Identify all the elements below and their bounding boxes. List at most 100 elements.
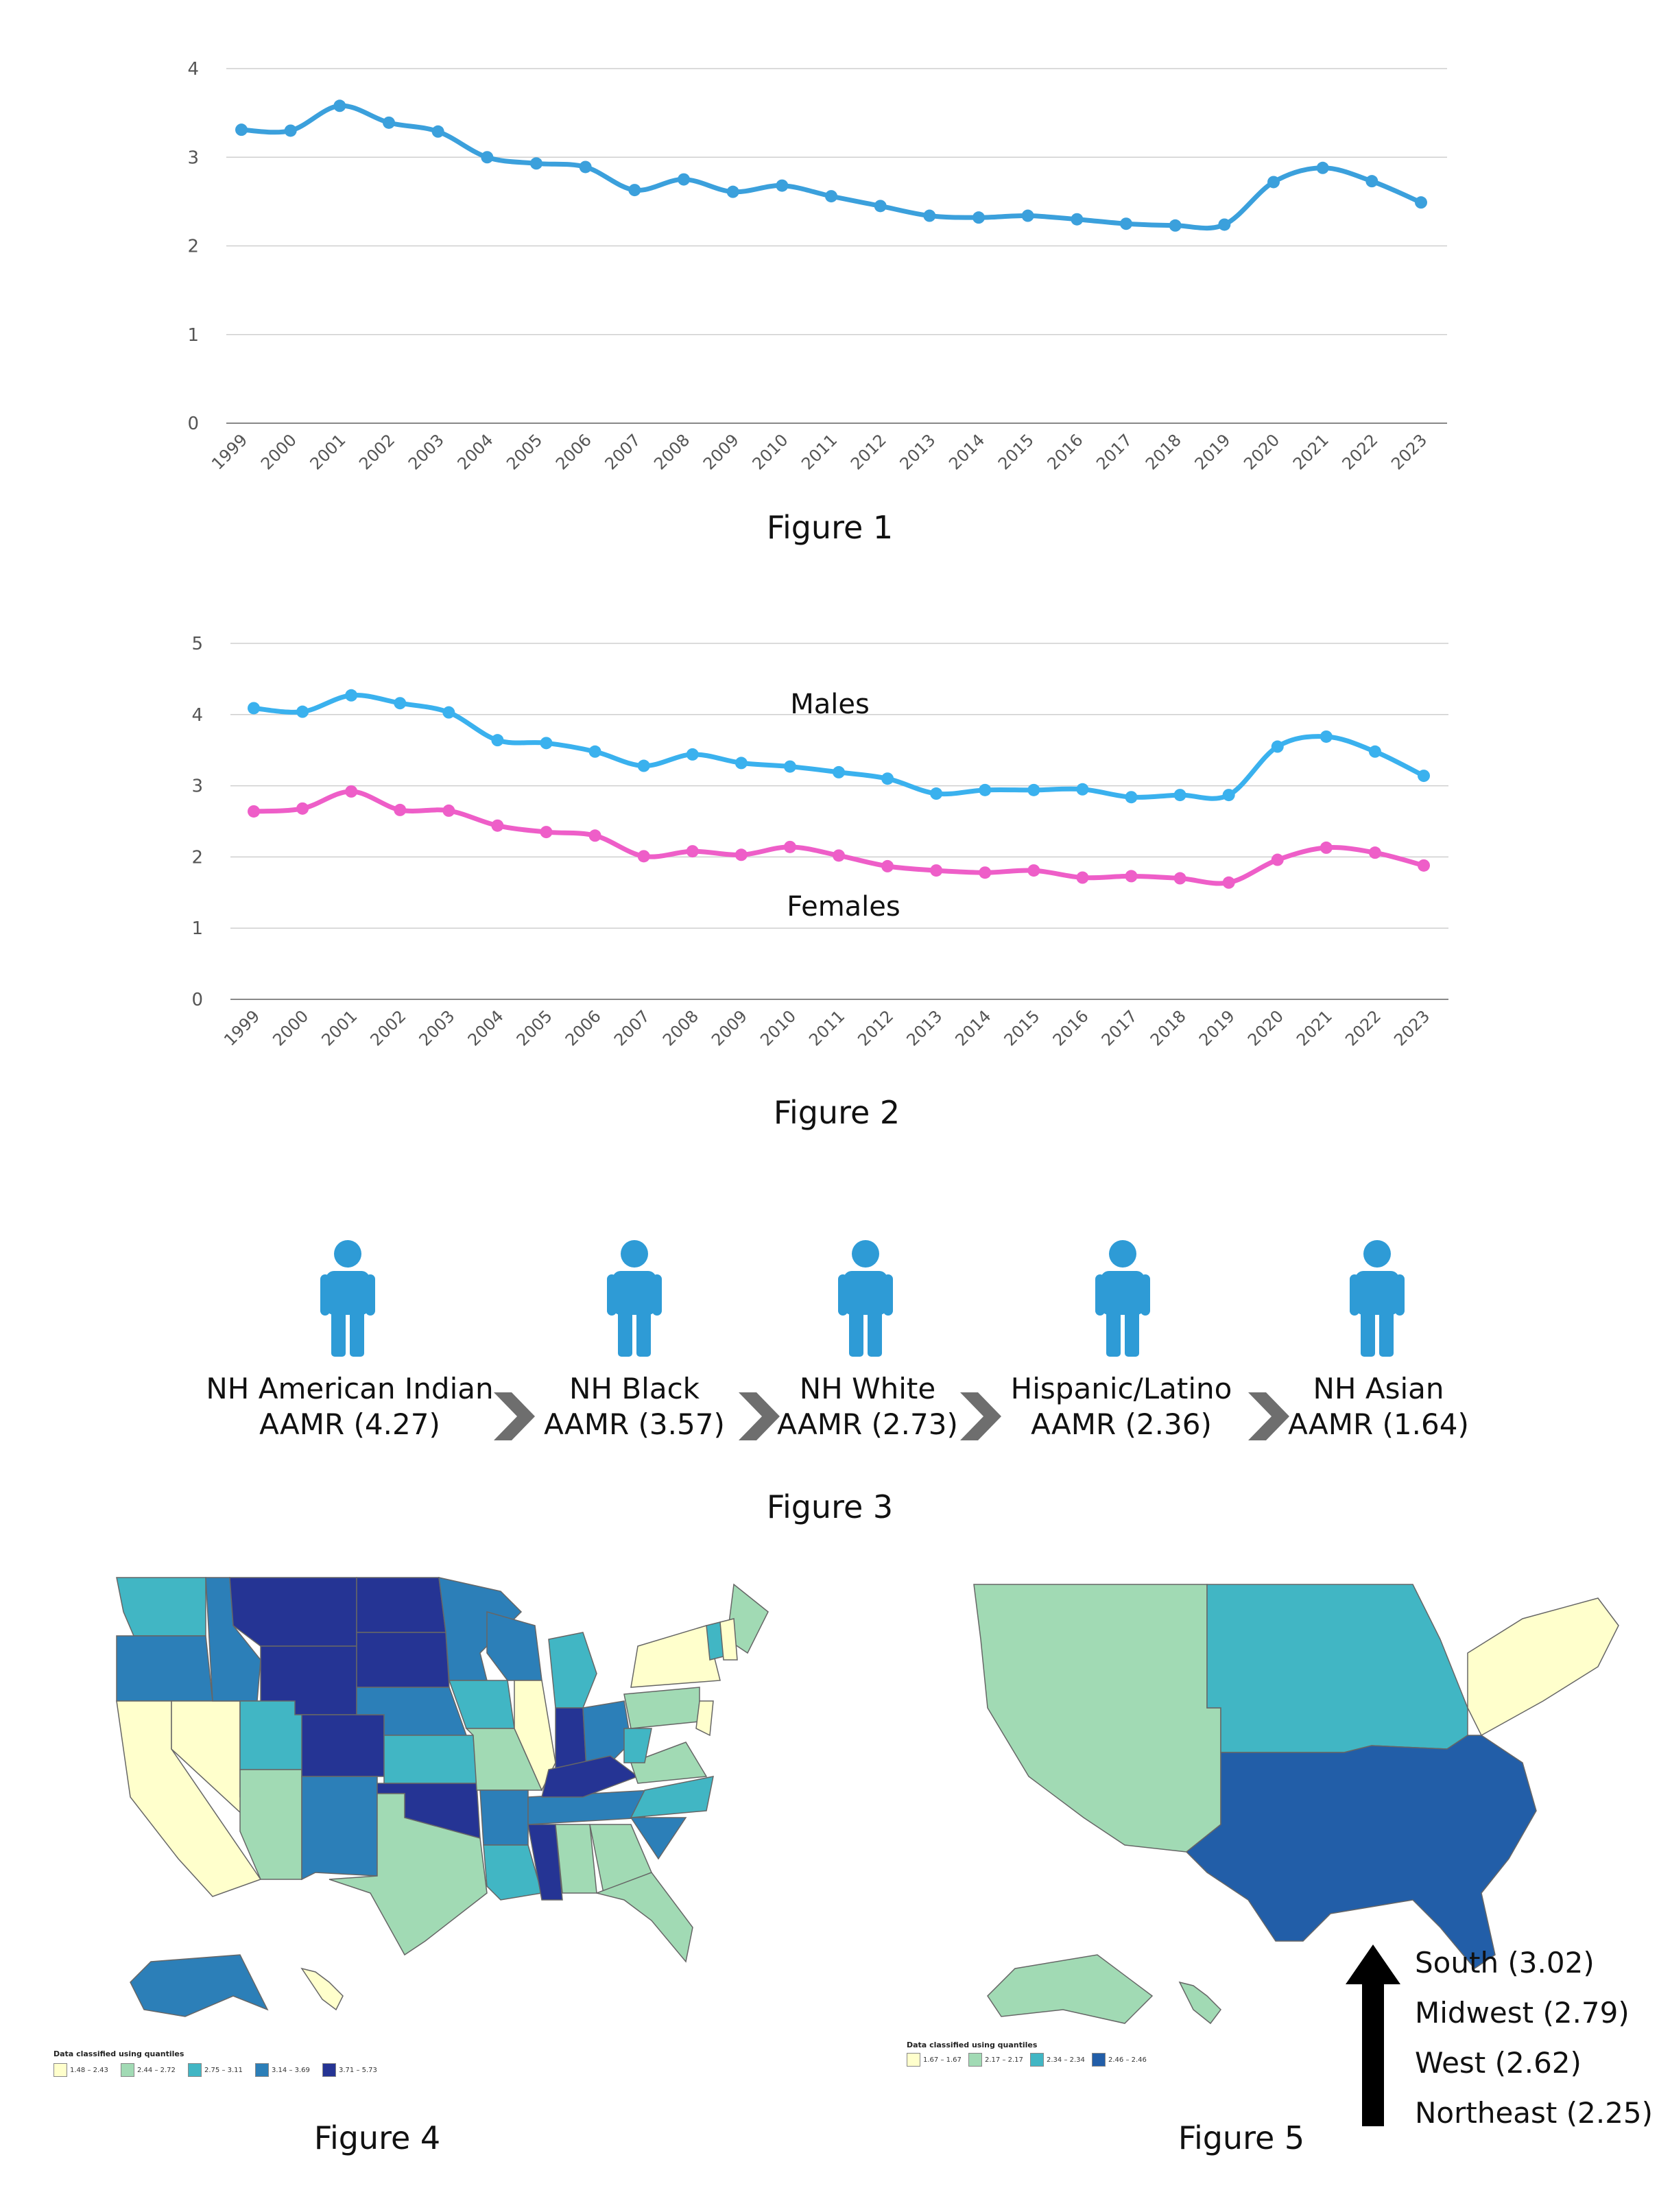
legend-label: 3.71 – 5.73	[339, 2066, 377, 2074]
data-point	[735, 848, 748, 861]
region-northeast	[1467, 1597, 1619, 1737]
chevron-right-icon	[494, 1392, 535, 1440]
state-oregon	[116, 1635, 213, 1702]
state-west-virginia	[623, 1728, 652, 1763]
data-point	[881, 772, 894, 785]
figure-2-caption: Figure 2	[773, 1094, 900, 1131]
data-point	[1320, 841, 1333, 854]
data-point	[735, 757, 748, 770]
state-arizona	[239, 1769, 302, 1880]
group-name: Hispanic/Latino	[1010, 1372, 1232, 1405]
data-point	[979, 866, 992, 879]
person-icon	[1350, 1240, 1405, 1357]
data-point	[1418, 770, 1430, 783]
person-icon	[320, 1240, 375, 1357]
data-point	[1125, 791, 1138, 804]
x-tick-label: 2002	[367, 1006, 410, 1049]
state-alaska	[130, 1954, 269, 2017]
data-point	[442, 706, 455, 719]
region-west	[973, 1584, 1221, 1853]
state-new-jersey	[695, 1700, 714, 1737]
x-tick-label: 2001	[318, 1006, 361, 1049]
data-point	[678, 173, 690, 186]
state-alabama	[555, 1824, 597, 1894]
data-point	[442, 804, 455, 817]
x-tick-label: 2015	[994, 430, 1038, 473]
x-tick-label: 2023	[1390, 1006, 1433, 1049]
y-tick-label: 4	[187, 59, 199, 80]
data-point	[394, 803, 407, 816]
y-tick-label: 2	[191, 847, 203, 868]
group-label: NH American Indian AAMR (4.27)	[178, 1371, 521, 1442]
state-michigan	[548, 1632, 597, 1709]
data-point	[833, 765, 845, 778]
data-point	[923, 209, 936, 222]
x-tick-label: 2015	[1001, 1006, 1044, 1049]
y-tick-label: 2	[187, 237, 199, 257]
data-point	[383, 116, 395, 129]
group-name: NH Black	[569, 1372, 700, 1405]
series-label-females: Females	[787, 891, 900, 923]
region-midwest	[1206, 1584, 1468, 1753]
x-tick-label: 2019	[1195, 1006, 1239, 1049]
legend-swatch	[1092, 2053, 1106, 2067]
figure-5-caption: Figure 5	[1178, 2119, 1305, 2156]
region-hawaii	[1178, 1981, 1221, 2025]
data-point	[1271, 740, 1284, 753]
group-label: Hispanic/Latino AAMR (2.36)	[950, 1371, 1293, 1442]
figure-4-state-map	[116, 1577, 769, 2017]
data-point	[726, 185, 739, 198]
data-point	[296, 705, 309, 718]
data-point	[637, 850, 650, 863]
x-tick-label: 2019	[1191, 430, 1234, 473]
data-point	[783, 760, 796, 773]
data-point	[686, 748, 699, 761]
x-tick-label: 2008	[659, 1006, 702, 1049]
x-tick-label: 2003	[405, 430, 448, 473]
group-label: NH White AAMR (2.73)	[696, 1371, 1039, 1442]
legend-item: 3.14 – 3.69	[255, 2063, 310, 2077]
x-tick-label: 2007	[610, 1006, 654, 1049]
x-tick-label: 2021	[1289, 430, 1333, 473]
group-name: NH White	[799, 1372, 936, 1405]
y-tick-label: 1	[187, 325, 199, 346]
data-point	[1365, 175, 1378, 188]
x-tick-label: 2000	[269, 1006, 312, 1049]
group-aamr: AAMR (3.57)	[544, 1407, 725, 1441]
region-alaska	[987, 1954, 1154, 2024]
state-kansas	[383, 1735, 477, 1784]
x-tick-label: 2010	[756, 1006, 800, 1049]
series-label-males: Males	[790, 689, 870, 720]
x-tick-label: 1999	[220, 1006, 263, 1049]
state-montana	[229, 1577, 357, 1647]
region-label: South (3.02)	[1415, 1946, 1595, 1979]
data-point	[394, 697, 407, 710]
y-tick-label: 1	[191, 918, 203, 939]
legend-item: 2.44 – 2.72	[121, 2063, 176, 2077]
x-tick-label: 1999	[208, 430, 251, 473]
x-tick-label: 2006	[562, 1006, 605, 1049]
state-hawaii	[300, 1967, 344, 2011]
data-point	[284, 124, 297, 137]
data-point	[481, 151, 494, 164]
region-label: West (2.62)	[1415, 2046, 1582, 2080]
state-wisconsin	[486, 1611, 542, 1681]
legend-swatch	[322, 2063, 336, 2077]
data-point	[248, 702, 260, 715]
legend-item: 2.34 – 2.34	[1030, 2053, 1085, 2067]
group-label: NH Asian AAMR (1.64)	[1207, 1371, 1550, 1442]
data-point	[628, 184, 641, 197]
data-point	[979, 783, 992, 796]
data-point	[972, 211, 985, 224]
state-kentucky	[541, 1755, 639, 1798]
legend-item: 2.46 – 2.46	[1092, 2053, 1147, 2067]
x-tick-label: 2016	[1049, 1006, 1093, 1049]
state-north-carolina	[630, 1776, 714, 1818]
figure-4-caption: Figure 4	[313, 2119, 441, 2156]
region-label: Midwest (2.79)	[1415, 1996, 1630, 2030]
legend-swatch	[1030, 2053, 1044, 2067]
state-arkansas	[479, 1789, 529, 1846]
data-point	[1415, 196, 1427, 209]
state-virginia	[630, 1741, 708, 1784]
x-tick-label: 2011	[805, 1006, 848, 1049]
